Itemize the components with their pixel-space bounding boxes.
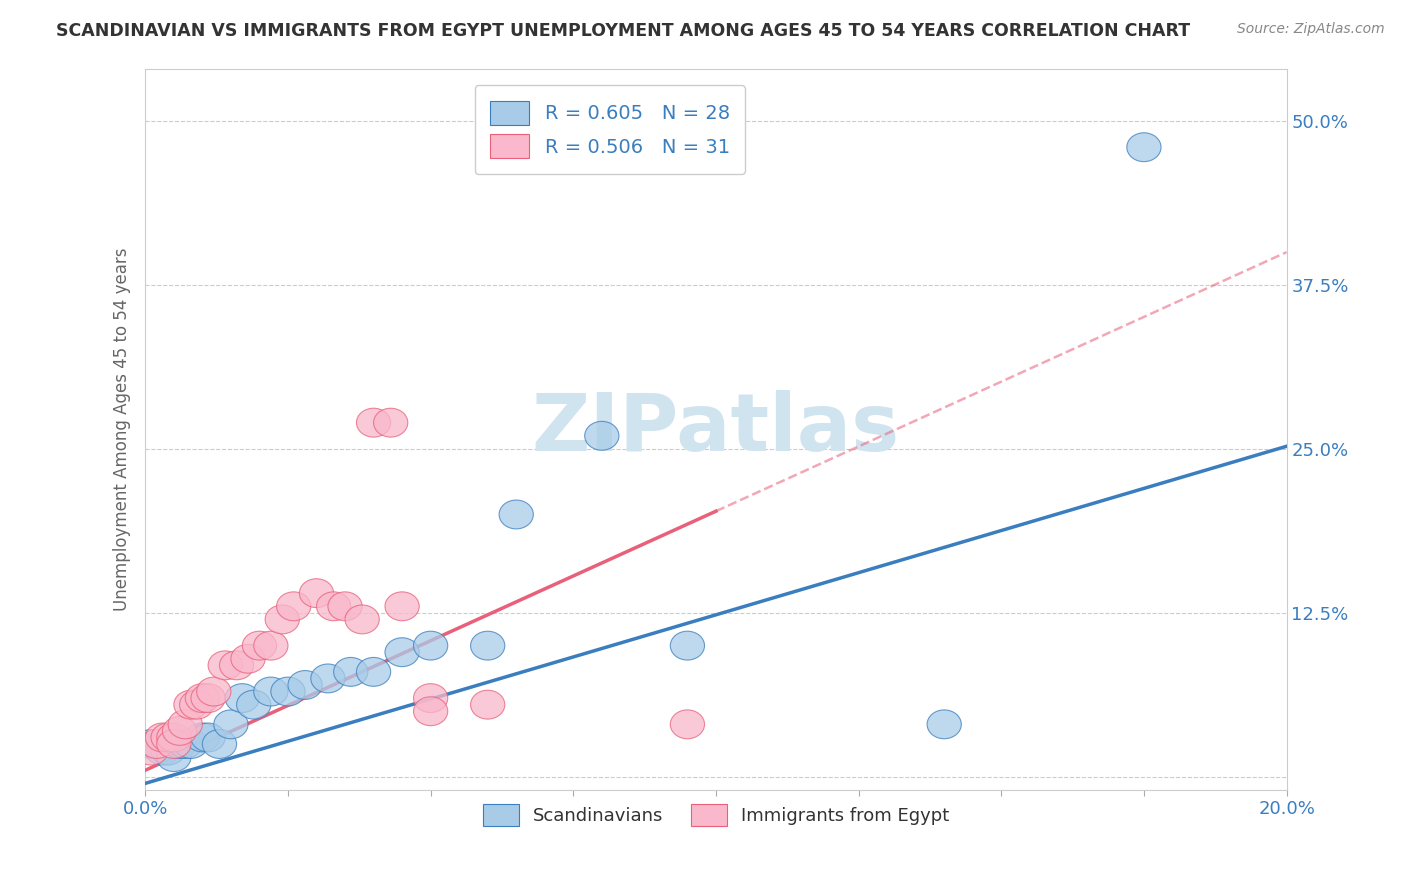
Ellipse shape [471, 690, 505, 719]
Ellipse shape [316, 592, 350, 621]
Ellipse shape [499, 500, 533, 529]
Ellipse shape [413, 632, 447, 660]
Ellipse shape [186, 683, 219, 713]
Ellipse shape [266, 605, 299, 634]
Ellipse shape [169, 730, 202, 758]
Ellipse shape [413, 683, 447, 713]
Text: SCANDINAVIAN VS IMMIGRANTS FROM EGYPT UNEMPLOYMENT AMONG AGES 45 TO 54 YEARS COR: SCANDINAVIAN VS IMMIGRANTS FROM EGYPT UN… [56, 22, 1191, 40]
Ellipse shape [214, 710, 247, 739]
Ellipse shape [288, 671, 322, 699]
Ellipse shape [271, 677, 305, 706]
Ellipse shape [156, 723, 191, 752]
Ellipse shape [180, 690, 214, 719]
Ellipse shape [145, 736, 180, 765]
Ellipse shape [242, 632, 277, 660]
Ellipse shape [208, 651, 242, 680]
Ellipse shape [231, 644, 266, 673]
Ellipse shape [385, 638, 419, 666]
Ellipse shape [374, 409, 408, 437]
Ellipse shape [197, 677, 231, 706]
Ellipse shape [344, 605, 380, 634]
Ellipse shape [927, 710, 962, 739]
Ellipse shape [253, 677, 288, 706]
Ellipse shape [671, 710, 704, 739]
Ellipse shape [299, 579, 333, 607]
Ellipse shape [134, 730, 169, 758]
Ellipse shape [471, 632, 505, 660]
Text: Source: ZipAtlas.com: Source: ZipAtlas.com [1237, 22, 1385, 37]
Ellipse shape [328, 592, 363, 621]
Ellipse shape [134, 736, 169, 765]
Ellipse shape [150, 723, 186, 752]
Ellipse shape [156, 743, 191, 772]
Ellipse shape [357, 409, 391, 437]
Ellipse shape [174, 730, 208, 758]
Text: ZIPatlas: ZIPatlas [531, 390, 900, 468]
Ellipse shape [156, 730, 191, 758]
Ellipse shape [253, 632, 288, 660]
Ellipse shape [333, 657, 368, 686]
Ellipse shape [191, 683, 225, 713]
Ellipse shape [191, 723, 225, 752]
Ellipse shape [202, 730, 236, 758]
Ellipse shape [413, 697, 447, 726]
Ellipse shape [671, 632, 704, 660]
Ellipse shape [585, 421, 619, 450]
Ellipse shape [174, 690, 208, 719]
Ellipse shape [385, 592, 419, 621]
Ellipse shape [1126, 133, 1161, 161]
Ellipse shape [139, 730, 174, 758]
Ellipse shape [163, 730, 197, 758]
Ellipse shape [311, 664, 344, 693]
Y-axis label: Unemployment Among Ages 45 to 54 years: Unemployment Among Ages 45 to 54 years [114, 247, 131, 611]
Ellipse shape [139, 730, 174, 758]
Ellipse shape [219, 651, 253, 680]
Ellipse shape [163, 716, 197, 746]
Ellipse shape [150, 736, 186, 765]
Ellipse shape [236, 690, 271, 719]
Ellipse shape [357, 657, 391, 686]
Ellipse shape [186, 723, 219, 752]
Ellipse shape [225, 683, 260, 713]
Ellipse shape [277, 592, 311, 621]
Ellipse shape [169, 710, 202, 739]
Legend: Scandinavians, Immigrants from Egypt: Scandinavians, Immigrants from Egypt [474, 795, 959, 835]
Ellipse shape [145, 723, 180, 752]
